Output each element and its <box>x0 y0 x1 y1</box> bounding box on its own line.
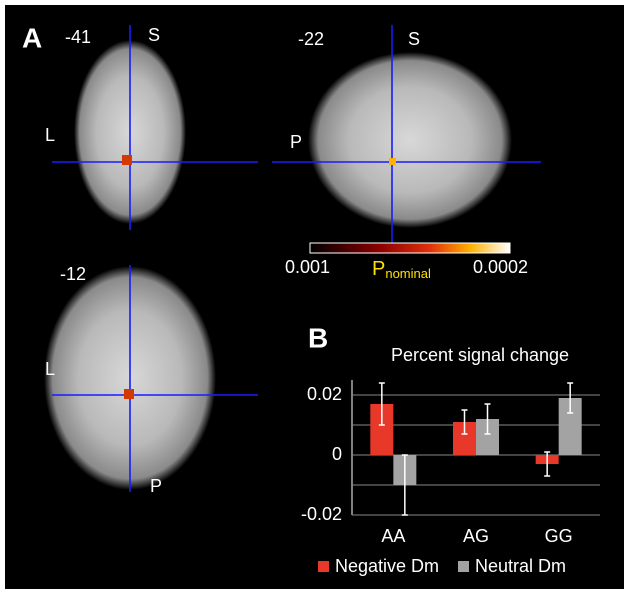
panel-label: B <box>308 322 328 353</box>
orientation-label: P <box>290 132 302 152</box>
page: {"panel_a": {"label": "A", "coronal": {"… <box>0 0 629 594</box>
colorbar-title-main: P <box>372 258 385 280</box>
slice-label: -12 <box>60 264 86 284</box>
orientation-label: L <box>45 125 55 145</box>
colorbar-min: 0.001 <box>285 257 330 277</box>
x-tick-label: GG <box>545 526 573 546</box>
colorbar <box>310 243 510 253</box>
x-tick-label: AG <box>463 526 489 546</box>
activation <box>124 389 134 399</box>
y-tick-label: 0.02 <box>307 384 342 404</box>
colorbar-subscript: nominal <box>385 266 431 281</box>
legend-swatch <box>318 561 329 572</box>
panel-label: A <box>22 22 42 53</box>
y-tick-label: -0.02 <box>301 504 342 524</box>
sagittal-brain <box>308 52 512 228</box>
activation <box>122 155 132 165</box>
figure: A -41 S L -22 S P -12 L P 0.001 0.0002 P… <box>0 0 629 594</box>
legend-label: Neutral Dm <box>475 556 566 576</box>
legend-label: Negative Dm <box>335 556 439 576</box>
activation <box>389 158 396 165</box>
y-tick-label: 0 <box>332 444 342 464</box>
legend-swatch <box>458 561 469 572</box>
colorbar-max: 0.0002 <box>473 257 528 277</box>
orientation-label: P <box>150 476 162 496</box>
slice-label: -22 <box>298 29 324 49</box>
orientation-label: S <box>408 29 420 49</box>
chart-title: Percent signal change <box>391 345 569 365</box>
x-tick-label: AA <box>381 526 405 546</box>
orientation-label: S <box>148 25 160 45</box>
orientation-label: L <box>45 359 55 379</box>
slice-label: -41 <box>65 27 91 47</box>
